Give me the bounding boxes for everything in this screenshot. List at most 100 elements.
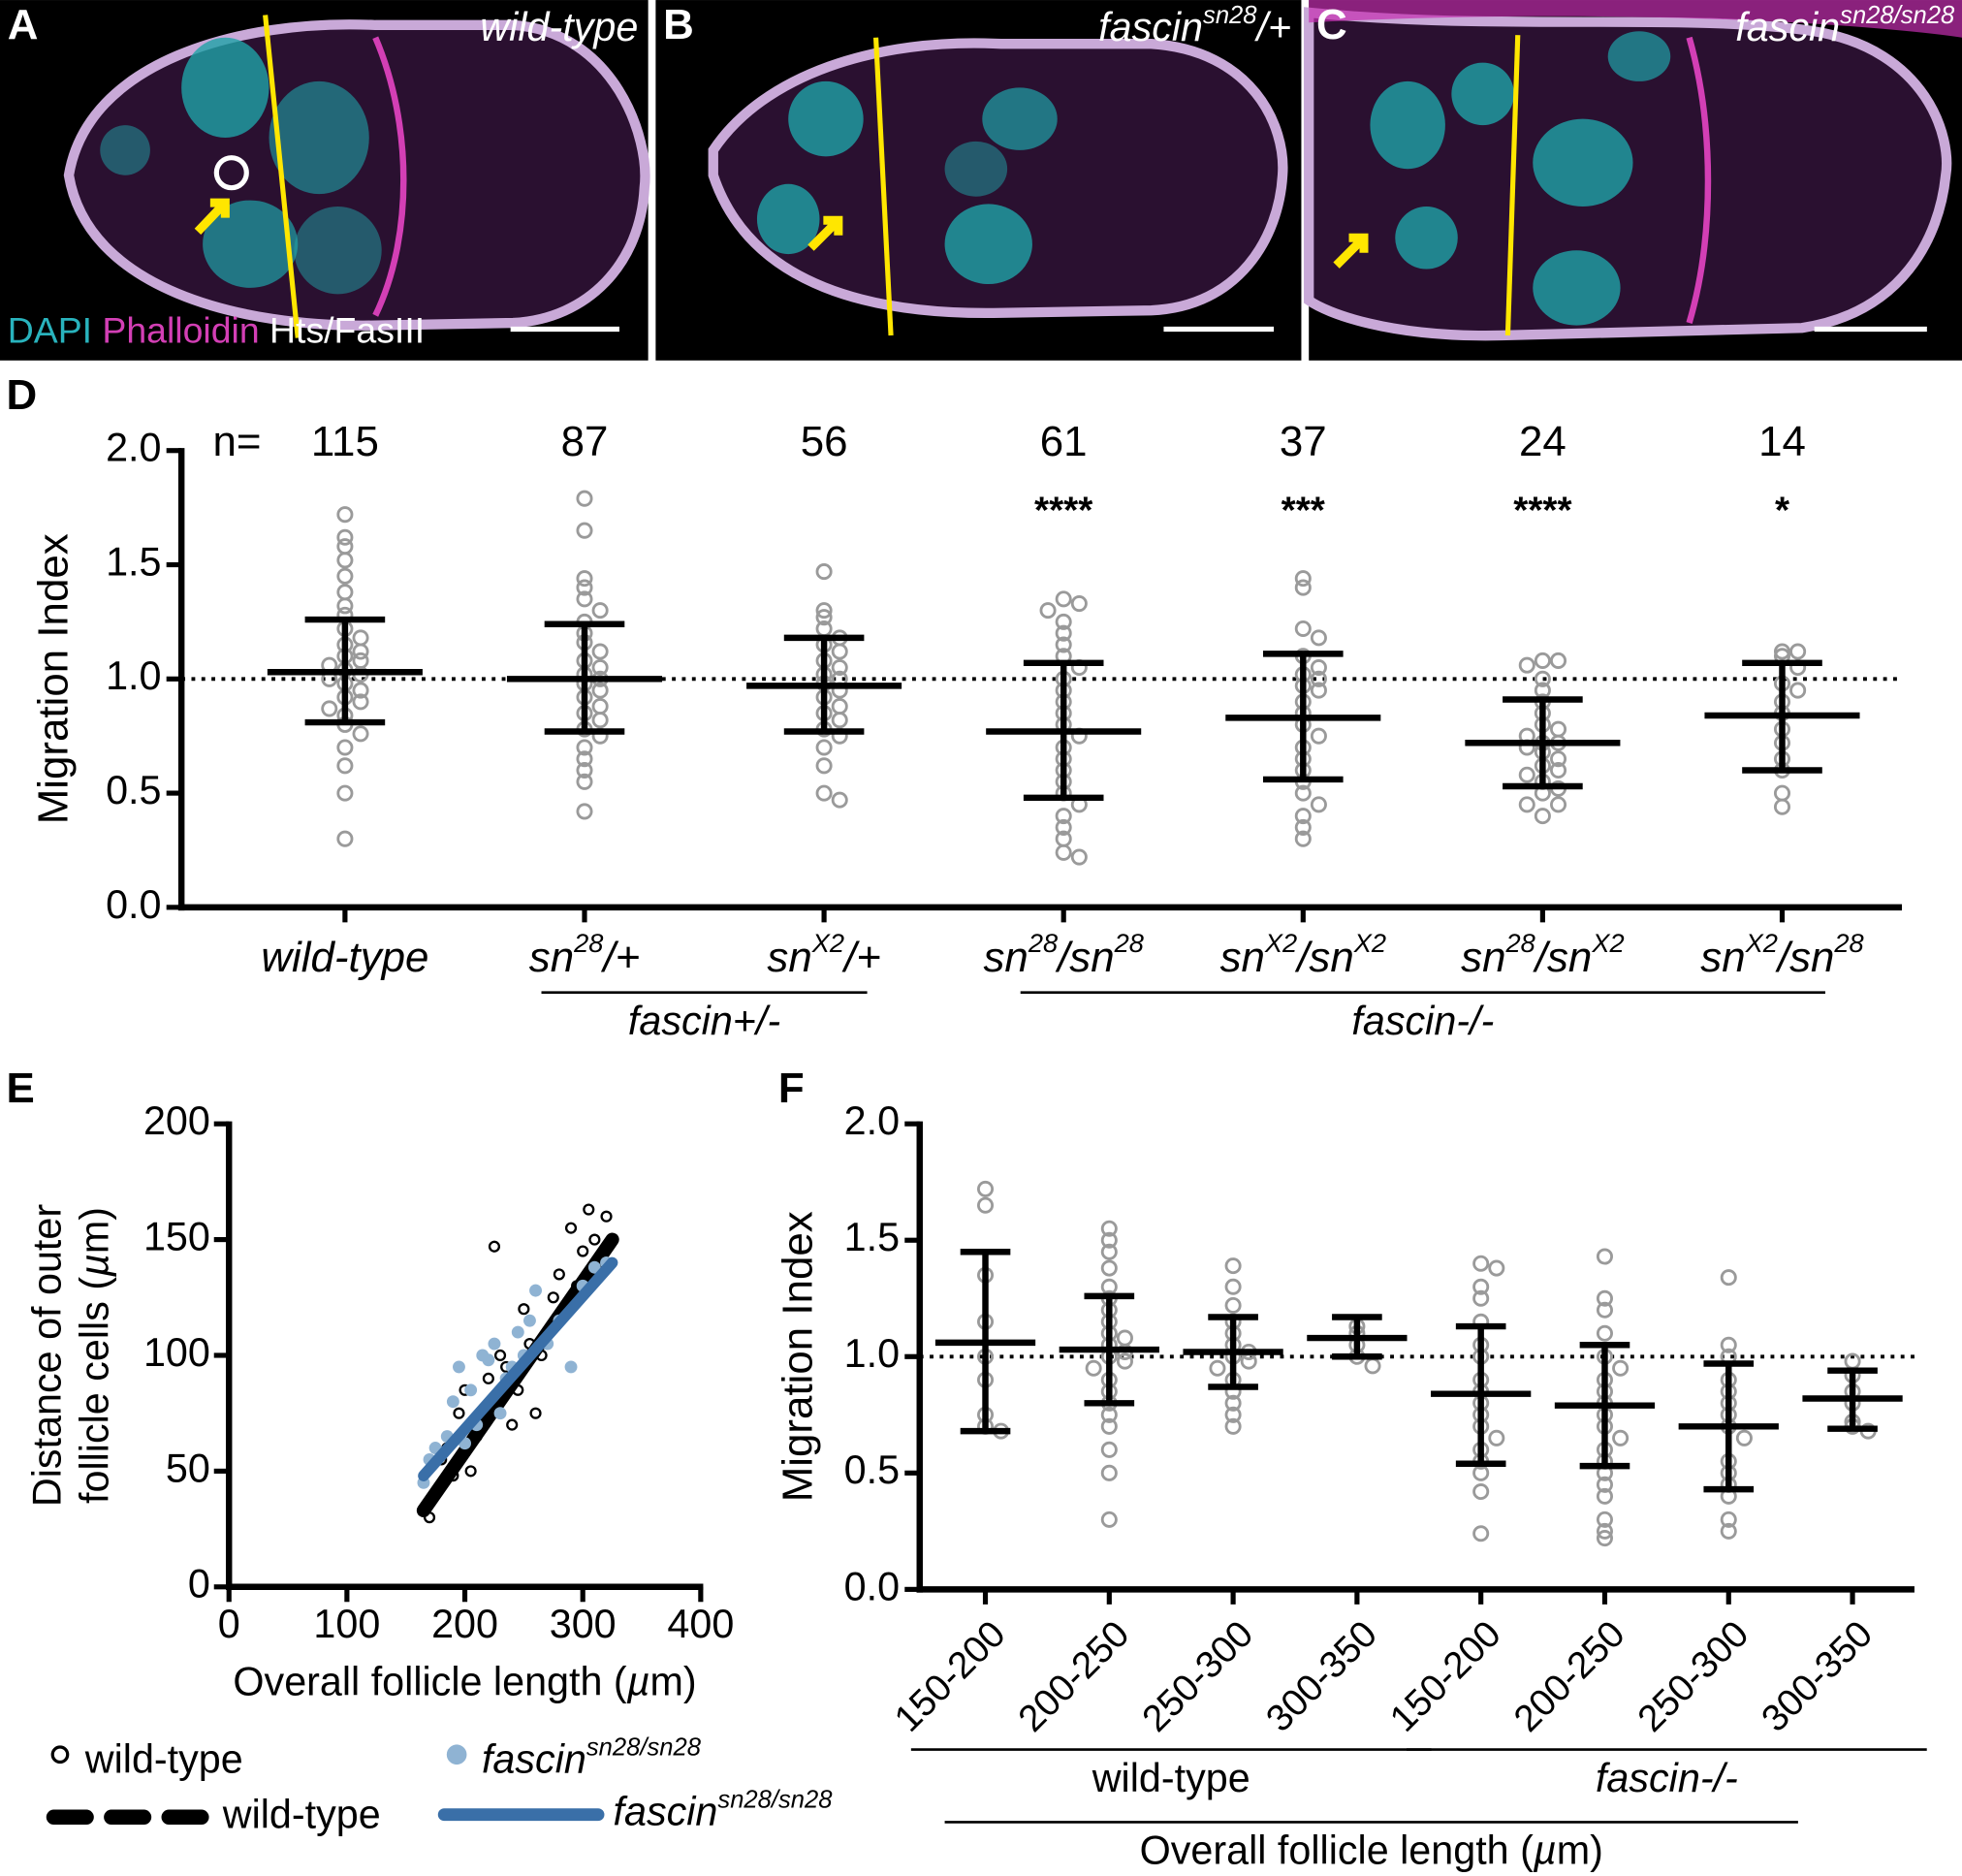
data-point bbox=[831, 659, 848, 677]
data-point bbox=[1055, 636, 1072, 653]
data-point bbox=[493, 1349, 507, 1362]
x-tick-label: 300-350 bbox=[1754, 1613, 1881, 1740]
y-tick-label: 200 bbox=[143, 1098, 210, 1143]
data-point bbox=[1116, 1329, 1133, 1347]
text-part: m) bbox=[1557, 1828, 1603, 1873]
y-tick-label: 0.5 bbox=[106, 768, 161, 812]
data-point bbox=[1100, 1220, 1118, 1237]
data-point bbox=[1209, 1359, 1226, 1377]
data-point bbox=[1055, 818, 1072, 836]
data-point bbox=[506, 1418, 519, 1431]
data-point bbox=[522, 1314, 536, 1327]
panel-letter: A bbox=[8, 1, 39, 48]
data-point bbox=[453, 1360, 465, 1374]
data-point bbox=[1596, 1301, 1613, 1319]
x-tick-label: 100 bbox=[313, 1602, 380, 1646]
data-point bbox=[1055, 808, 1072, 825]
legend-marker bbox=[446, 1744, 467, 1765]
text-part: sn bbox=[1220, 934, 1265, 981]
data-point bbox=[576, 739, 593, 756]
data-point bbox=[1518, 766, 1535, 783]
data-point bbox=[831, 791, 848, 809]
data-point bbox=[1310, 659, 1327, 677]
data-point bbox=[493, 1407, 507, 1420]
data-point bbox=[976, 1196, 995, 1214]
x-tick-label: sn28/snX2 bbox=[1461, 928, 1624, 981]
data-point bbox=[1100, 1259, 1118, 1277]
n-label: n= bbox=[212, 418, 261, 465]
text-part: Overall follicle length ( bbox=[1140, 1828, 1535, 1873]
data-point bbox=[815, 609, 833, 626]
data-point bbox=[587, 1260, 601, 1274]
y-axis-label: Migration Index bbox=[775, 1211, 822, 1502]
data-point bbox=[1550, 762, 1567, 779]
data-point bbox=[529, 1407, 542, 1419]
data-point bbox=[1789, 682, 1807, 699]
data-point bbox=[1294, 620, 1312, 637]
text-part: µ bbox=[626, 1659, 650, 1703]
data-point bbox=[1534, 808, 1551, 825]
data-point bbox=[1488, 1259, 1505, 1277]
text-part: 28 bbox=[1505, 928, 1535, 958]
genotype-label: fascinsn28/+ bbox=[1098, 2, 1291, 49]
text-part: fascin bbox=[1735, 5, 1840, 49]
data-point bbox=[1472, 1289, 1490, 1307]
n-value: 24 bbox=[1519, 418, 1566, 465]
text-part: X2 bbox=[1591, 928, 1624, 958]
data-point bbox=[588, 1233, 601, 1246]
data-point bbox=[1550, 652, 1567, 669]
x-tick-label: 0 bbox=[218, 1602, 240, 1646]
data-point bbox=[1294, 818, 1312, 836]
data-point bbox=[482, 1353, 495, 1367]
data-point bbox=[576, 803, 593, 820]
group-label: fascin-/- bbox=[1596, 1756, 1738, 1800]
data-point bbox=[336, 538, 354, 556]
text-part: /+ bbox=[841, 934, 881, 981]
channel-legend: DAPI Phalloidin Hts/FasIII bbox=[8, 309, 425, 350]
data-point bbox=[1596, 1487, 1613, 1505]
data-point bbox=[336, 552, 354, 569]
text-part: 28 bbox=[1114, 928, 1144, 958]
text-part: wild-type bbox=[480, 5, 638, 49]
data-point bbox=[553, 1268, 565, 1281]
data-point bbox=[1055, 843, 1072, 861]
data-point bbox=[1596, 1248, 1613, 1265]
data-point bbox=[336, 584, 354, 601]
x-tick-label: snX2/sn28 bbox=[1700, 928, 1863, 981]
data-point bbox=[1596, 1530, 1613, 1547]
data-point bbox=[1735, 1429, 1753, 1447]
data-point bbox=[815, 757, 833, 775]
text-part: sn bbox=[767, 934, 811, 981]
data-point bbox=[1224, 1394, 1242, 1412]
data-point bbox=[336, 567, 354, 585]
data-point bbox=[1472, 1483, 1490, 1501]
text-part: /sn bbox=[1055, 934, 1115, 981]
y-tick-label: 0.5 bbox=[844, 1447, 900, 1492]
x-tick-label: 300-350 bbox=[1258, 1613, 1385, 1740]
panel-letter: D bbox=[6, 371, 37, 419]
text-part: fascin+/- bbox=[628, 999, 780, 1043]
data-point bbox=[352, 693, 369, 711]
data-point bbox=[591, 602, 609, 620]
data-point bbox=[815, 784, 833, 802]
genotype-label: wild-type bbox=[480, 5, 638, 49]
text-part: sn28 bbox=[1203, 2, 1257, 29]
data-point bbox=[576, 490, 593, 507]
data-point bbox=[1310, 629, 1327, 647]
data-point bbox=[1100, 1464, 1118, 1481]
data-point bbox=[591, 698, 609, 715]
data-point bbox=[576, 570, 593, 588]
data-point bbox=[1100, 1406, 1118, 1423]
regression-line bbox=[418, 1256, 618, 1481]
data-point bbox=[1720, 1336, 1737, 1353]
data-point bbox=[1534, 652, 1551, 669]
text-part: m) bbox=[649, 1659, 696, 1703]
text-part: sn bbox=[1700, 934, 1745, 981]
data-point bbox=[831, 712, 848, 729]
data-point bbox=[1294, 579, 1312, 596]
data-point bbox=[1472, 1525, 1490, 1542]
data-point bbox=[1294, 784, 1312, 802]
data-point bbox=[1100, 1510, 1118, 1528]
y-tick-label: 100 bbox=[143, 1330, 210, 1375]
text-part: /sn bbox=[1294, 934, 1354, 981]
